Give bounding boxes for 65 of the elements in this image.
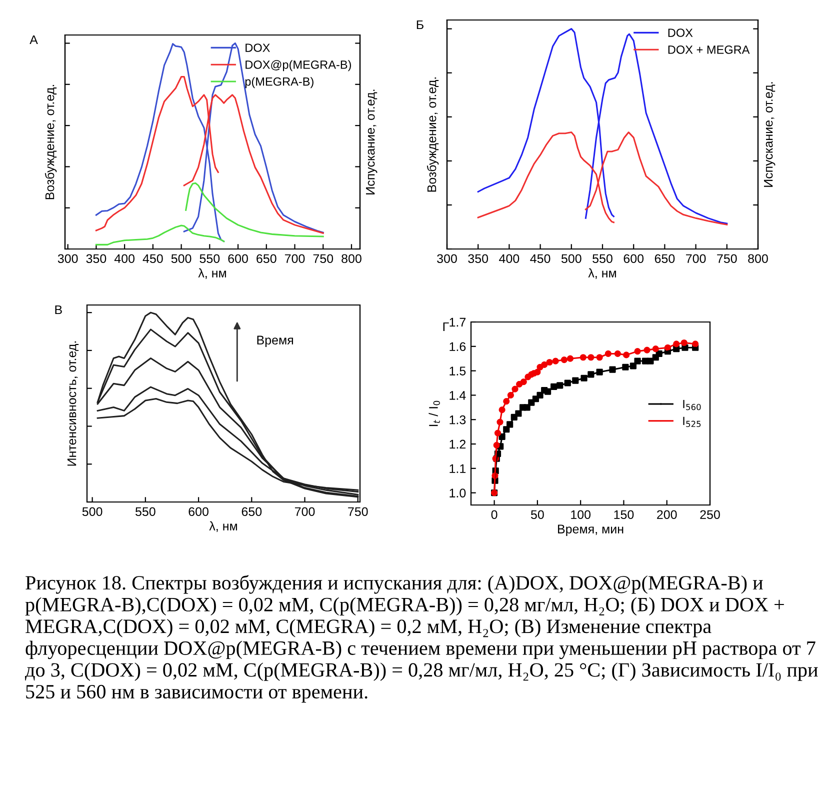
x-tick-label: 650	[256, 254, 276, 264]
x-tick-label: 800	[748, 254, 768, 264]
y-axis-title: Интенсивность, от.ед.	[67, 341, 79, 466]
y-axis-title: I$_{t}$ / I$_{0}$	[428, 400, 440, 426]
x-tick-label: 750	[348, 507, 368, 516]
x-tick-label: 250	[700, 510, 720, 520]
x-tick-label: 450	[530, 254, 550, 264]
x-tick-label: 650	[654, 254, 675, 264]
x-tick-label: 700	[686, 254, 706, 264]
x-tick-label: 0	[491, 510, 498, 520]
legend-label: DOX	[668, 28, 693, 37]
legend-label: DOX	[246, 44, 270, 52]
x-tick-label: 550	[135, 507, 156, 516]
x-tick-label: 700	[284, 254, 305, 264]
x-tick-label: 600	[228, 254, 248, 264]
x-tick-label: 50	[530, 510, 544, 520]
x-tick-label: 100	[571, 510, 591, 520]
x-tick-label: 600	[188, 507, 208, 516]
x-tick-label: 750	[717, 254, 737, 264]
x-axis-title: λ, нм	[198, 268, 226, 279]
x-tick-label: 150	[614, 510, 634, 520]
x-tick-label: 550	[592, 254, 612, 264]
y-tick-label: 1.1	[450, 464, 466, 473]
x-tick-label: 400	[499, 254, 520, 264]
text: Рисунок 18. Спектры возбуждения и испускания для: (А)DOX, DOX@p(MEGRA-B) и p(MEGRA-B),C(DOX) = 0,02 мМ, C(p(MEGRA-B)) = 0,28 мг/мл, H₂O; (Б) DOX и DOX + MEGRA,C(DOX) = 0,02 мМ, C(MEGRA) = 0,2 мМ, H₂O; (В) Изменение спектра флуоресценции DOX@p(MEGRA-B) с течением времени при уменьшении pH раствора от 7 до 3, C(DOX) = 0,02 мМ, C(p(MEGRA-B)) = 0,28 мг/мл, H₂O, 25 °C; (Г) Зависимость I/I₀ при 525 и 560 нм в зависимости от времени.	[25, 575, 818, 703]
legend-label: I$_{560}$	[683, 400, 701, 410]
x-tick-label: 300	[437, 254, 457, 264]
x-axis-title: Время, мин	[558, 524, 624, 536]
x-tick-label: 550	[200, 254, 220, 264]
chart-title: В	[55, 305, 62, 314]
x-tick-label: 650	[242, 507, 262, 516]
y-tick-label: 1.3	[450, 415, 466, 424]
legend-label: I$_{525}$	[683, 416, 701, 428]
x-axis-title: λ, нм	[209, 521, 237, 532]
y2-axis-title: Испускание, от.ед.	[366, 90, 378, 194]
y-tick-label: 1.7	[450, 318, 466, 327]
x-tick-label: 750	[313, 254, 334, 264]
x-axis-title: λ, нм	[588, 268, 616, 279]
legend-label: DOX@p(MEGRA-B)	[246, 60, 352, 72]
chart-title: А	[30, 35, 38, 44]
legend-label: DOX + MEGRA	[668, 45, 750, 54]
y-tick-label: 1.5	[450, 366, 466, 376]
x-tick-label: 400	[114, 254, 135, 264]
x-tick-label: 500	[82, 507, 102, 516]
y-tick-label: 1.6	[450, 342, 466, 352]
chart-title: Г	[443, 322, 449, 332]
y-tick-label: 1.2	[450, 440, 466, 449]
x-tick-label: 350	[468, 254, 488, 264]
y-tick-label: 1.4	[450, 391, 466, 400]
y-axis-title: Возбуждение, от.ед.	[426, 77, 439, 192]
y-axis-title: Возбуждение, от.ед.	[44, 84, 57, 200]
legend-label: p(MEGRA-B)	[245, 77, 314, 88]
x-tick-label: 350	[86, 254, 106, 264]
chart-title: Б	[416, 20, 424, 30]
x-tick-label: 700	[294, 507, 315, 516]
x-tick-label: 200	[657, 510, 677, 520]
y2-axis-title: Испускание, от.ед.	[764, 82, 776, 187]
x-tick-label: 300	[58, 254, 78, 264]
x-tick-label: 500	[561, 254, 582, 264]
x-tick-label: 600	[624, 254, 644, 264]
x-tick-label: 800	[342, 254, 362, 264]
annotation: Время	[257, 336, 293, 347]
x-tick-label: 500	[171, 254, 192, 264]
y-tick-label: 1.0	[450, 488, 466, 498]
x-tick-label: 450	[142, 254, 163, 264]
